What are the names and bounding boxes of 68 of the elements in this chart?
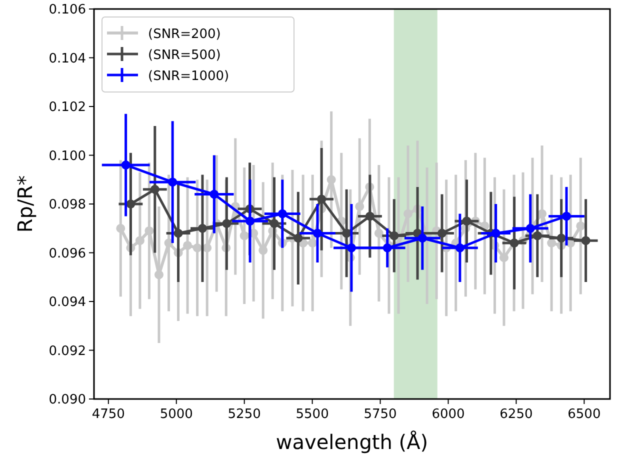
point xyxy=(382,243,392,252)
point xyxy=(174,228,183,238)
point xyxy=(246,216,255,226)
legend-label: (SNR=200) xyxy=(148,27,221,42)
point xyxy=(144,226,154,236)
point xyxy=(581,236,590,246)
point xyxy=(198,224,207,233)
point xyxy=(150,184,160,194)
point xyxy=(365,212,374,221)
legend-label: (SNR=500) xyxy=(148,48,221,63)
point xyxy=(121,160,130,170)
point xyxy=(116,224,126,233)
point xyxy=(538,209,547,218)
point xyxy=(312,228,322,238)
point xyxy=(126,200,136,208)
x-tick-label: 6000 xyxy=(432,407,465,422)
point xyxy=(547,238,556,248)
y-tick-label: 0.098 xyxy=(48,198,86,212)
point xyxy=(355,202,364,211)
point xyxy=(532,231,542,240)
point xyxy=(270,219,279,228)
point xyxy=(562,212,571,221)
point xyxy=(576,221,586,230)
x-tick-label: 4750 xyxy=(92,407,125,422)
point xyxy=(418,234,427,243)
y-tick-label: 0.094 xyxy=(48,295,86,310)
point xyxy=(222,219,232,228)
x-tick-label: 6250 xyxy=(500,407,533,422)
point xyxy=(278,209,287,218)
point xyxy=(556,234,566,243)
y-tick-label: 0.092 xyxy=(48,344,86,359)
point xyxy=(210,190,219,199)
y-tick-label: 0.100 xyxy=(48,148,86,164)
point xyxy=(404,209,413,218)
point xyxy=(462,216,472,226)
point xyxy=(294,234,303,243)
point xyxy=(240,231,249,240)
point xyxy=(164,238,174,248)
point xyxy=(437,228,446,238)
point xyxy=(317,194,326,204)
y-tick-label: 0.106 xyxy=(48,2,86,18)
point xyxy=(455,243,464,252)
x-tick-label: 5000 xyxy=(160,407,193,422)
point xyxy=(168,178,178,187)
y-tick-label: 0.096 xyxy=(48,246,86,262)
point xyxy=(308,238,318,248)
x-tick-label: 5500 xyxy=(296,407,329,422)
y-tick-label: 0.102 xyxy=(48,100,86,115)
x-axis-title: wavelength (Å) xyxy=(276,430,428,454)
point xyxy=(346,243,356,252)
point xyxy=(526,224,535,233)
point xyxy=(202,243,212,252)
legend-label: (SNR=1000) xyxy=(148,69,230,84)
point xyxy=(135,236,144,246)
point xyxy=(154,270,164,280)
point xyxy=(192,243,202,252)
point xyxy=(342,228,352,238)
point xyxy=(183,240,192,250)
point xyxy=(390,231,399,240)
y-tick-label: 0.104 xyxy=(48,51,86,66)
point xyxy=(491,228,500,238)
y-axis-title: Rp/R* xyxy=(13,175,37,233)
x-tick-label: 5750 xyxy=(364,407,397,422)
x-tick-label: 6500 xyxy=(568,407,601,422)
point xyxy=(374,228,384,238)
y-tick-label: 0.090 xyxy=(48,392,86,408)
point xyxy=(326,175,336,184)
x-tick-label: 5250 xyxy=(228,407,261,422)
